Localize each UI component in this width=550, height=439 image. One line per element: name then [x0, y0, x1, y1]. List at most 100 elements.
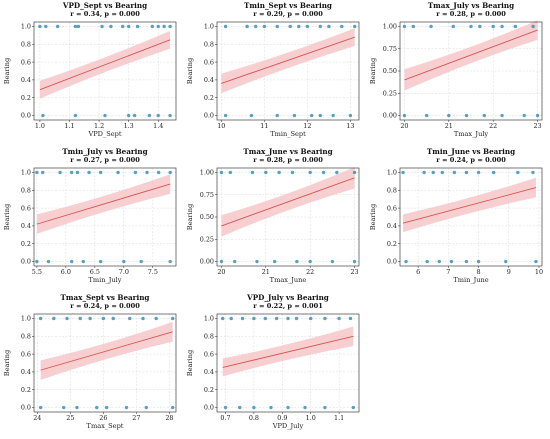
- chart-3-point-y1-0: [402, 24, 407, 29]
- chart-6-ytick-label-5: 1.0: [387, 169, 397, 177]
- chart-8-point-y0-3: [269, 405, 273, 410]
- chart-6-point-y0-3: [449, 259, 454, 264]
- chart-1-ytick-label-5: 1.0: [21, 23, 31, 31]
- chart-panel-6: Tmin_June vs Bearing r = 0.24, p = 0.000 6…: [366, 146, 549, 292]
- chart-3-point-y0-5: [500, 113, 504, 118]
- chart-4-ytick-label-0: 0.0: [21, 258, 31, 266]
- chart-6-point-y0-4: [464, 259, 469, 264]
- chart-8-point-y1-11: [348, 316, 353, 321]
- chart-8-point-y1-10: [337, 316, 341, 321]
- chart-5-xtick-label-1: 21: [262, 268, 270, 276]
- chart-7-xlabel: Tmax_Sept: [87, 422, 124, 430]
- chart-3-ytick-label-2: 0.50: [383, 67, 397, 75]
- chart-6-xtick-label-0: 6: [416, 268, 420, 276]
- chart-5-subtitle: r = 0.28, p = 0.000: [253, 156, 323, 164]
- chart-8-point-y1-4: [263, 316, 267, 321]
- chart-8-point-y0-7: [351, 405, 356, 410]
- chart-4-point-y0-0: [35, 259, 39, 264]
- chart-2-ytick-label-3: 0.6: [204, 58, 214, 66]
- chart-1-point-y0-0: [41, 113, 45, 118]
- chart-5-point-y0-5: [308, 259, 312, 264]
- chart-2-xtick-label-0: 10: [217, 122, 225, 130]
- chart-5-xtick-label-3: 23: [350, 268, 358, 276]
- chart-4-point-y1-9: [145, 170, 149, 175]
- chart-1-point-y0-5: [147, 113, 152, 118]
- chart-2-ytick-label-1: 0.2: [204, 94, 214, 102]
- chart-1-point-y1-5: [100, 24, 104, 29]
- chart-7-ytick-label-2: 0.4: [21, 368, 31, 376]
- chart-8-point-y1-7: [294, 316, 299, 321]
- chart-5-ytick-label-4: 1.00: [200, 169, 214, 177]
- chart-7-point-y1-8: [141, 316, 145, 321]
- chart-3-point-y1-4: [469, 24, 473, 29]
- chart-4-title: Tmin_July vs Bearing: [62, 147, 147, 156]
- chart-2-ylabel: Bearing: [186, 57, 194, 84]
- chart-6-point-y0-1: [425, 259, 429, 264]
- chart-3-point-y0-1: [424, 113, 429, 118]
- chart-2-point-y0-7: [348, 113, 353, 118]
- chart-4-point-y1-10: [156, 170, 161, 175]
- chart-5-point-y1-3: [264, 170, 268, 175]
- chart-4-point-y0-1: [46, 259, 51, 264]
- chart-5-point-y1-1: [228, 170, 233, 175]
- chart-2-point-y1-7: [305, 24, 310, 29]
- chart-8-point-y1-1: [229, 316, 233, 321]
- chart-4-xtick-label-0: 5.5: [32, 268, 42, 276]
- chart-1-ytick-label-0: 0.0: [21, 112, 31, 120]
- chart-3-subtitle: r = 0.28, p = 0.000: [436, 10, 506, 18]
- chart-2-point-y0-0: [223, 113, 228, 118]
- chart-7-point-y0-1: [62, 405, 66, 410]
- chart-8-point-y1-3: [252, 316, 256, 321]
- chart-4-point-y1-2: [58, 170, 62, 175]
- chart-8-point-y1-2: [240, 316, 245, 321]
- chart-7-xtick-label-4: 28: [165, 414, 173, 422]
- chart-7-xtick-label-3: 27: [132, 414, 140, 422]
- chart-3-point-y0-2: [447, 113, 451, 118]
- chart-2-ytick-label-5: 1.0: [204, 23, 214, 31]
- chart-2-xlabel: Tmin_Sept: [270, 130, 306, 138]
- chart-1-title: VPD_Sept vs Bearing: [62, 1, 147, 10]
- chart-2-point-y0-4: [309, 113, 314, 118]
- chart-4-xlabel: Tmin_July: [88, 276, 121, 284]
- chart-1-ytick-label-1: 0.2: [21, 94, 31, 102]
- chart-7-xtick-label-1: 25: [66, 414, 74, 422]
- chart-3-xtick-label-2: 22: [489, 122, 497, 130]
- chart-6-ytick-label-2: 0.4: [387, 222, 397, 230]
- chart-1-point-y1-10: [150, 24, 155, 29]
- chart-1-point-y1-4: [76, 24, 81, 29]
- chart-7-ytick-label-3: 0.6: [21, 350, 31, 358]
- chart-3-fit-line: [404, 29, 538, 81]
- chart-1-point-y1-1: [44, 24, 48, 29]
- chart-2-point-y1-2: [254, 24, 258, 29]
- chart-7-ylabel: Bearing: [3, 349, 11, 376]
- chart-6-point-y0-6: [504, 259, 508, 264]
- chart-8-point-y0-5: [303, 405, 307, 410]
- chart-4-subtitle: r = 0.27, p = 0.000: [70, 156, 140, 164]
- chart-7-point-y0-0: [38, 405, 43, 410]
- chart-8-ytick-label-5: 1.0: [204, 315, 214, 323]
- chart-2-xtick-label-1: 11: [260, 122, 268, 130]
- chart-2-point-y1-3: [262, 24, 267, 29]
- chart-7-point-y1-6: [111, 316, 115, 321]
- chart-3-point-y0-3: [464, 113, 469, 118]
- chart-6-point-y0-0: [404, 259, 408, 264]
- chart-3-point-y1-6: [491, 24, 495, 29]
- chart-6-point-y1-3: [440, 170, 444, 175]
- chart-4-point-y0-5: [122, 259, 126, 264]
- chart-5-point-y1-7: [321, 170, 326, 175]
- chart-5-ytick-label-3: 0.75: [200, 191, 214, 199]
- chart-panel-8: VPD_July vs Bearing r = 0.22, p = 0.001 0.…: [183, 292, 366, 438]
- chart-5-xtick-label-0: 20: [217, 268, 225, 276]
- chart-8-ytick-label-0: 0.0: [204, 404, 214, 412]
- chart-1-ylabel: Bearing: [3, 57, 11, 84]
- chart-4-point-y0-2: [69, 259, 74, 264]
- chart-7-point-y0-2: [75, 405, 79, 410]
- chart-2-point-y0-2: [275, 113, 279, 118]
- chart-8-point-y0-1: [238, 405, 242, 410]
- chart-2-point-y1-0: [223, 24, 228, 29]
- chart-4-point-y1-1: [40, 170, 45, 175]
- chart-8-point-y0-4: [286, 405, 290, 410]
